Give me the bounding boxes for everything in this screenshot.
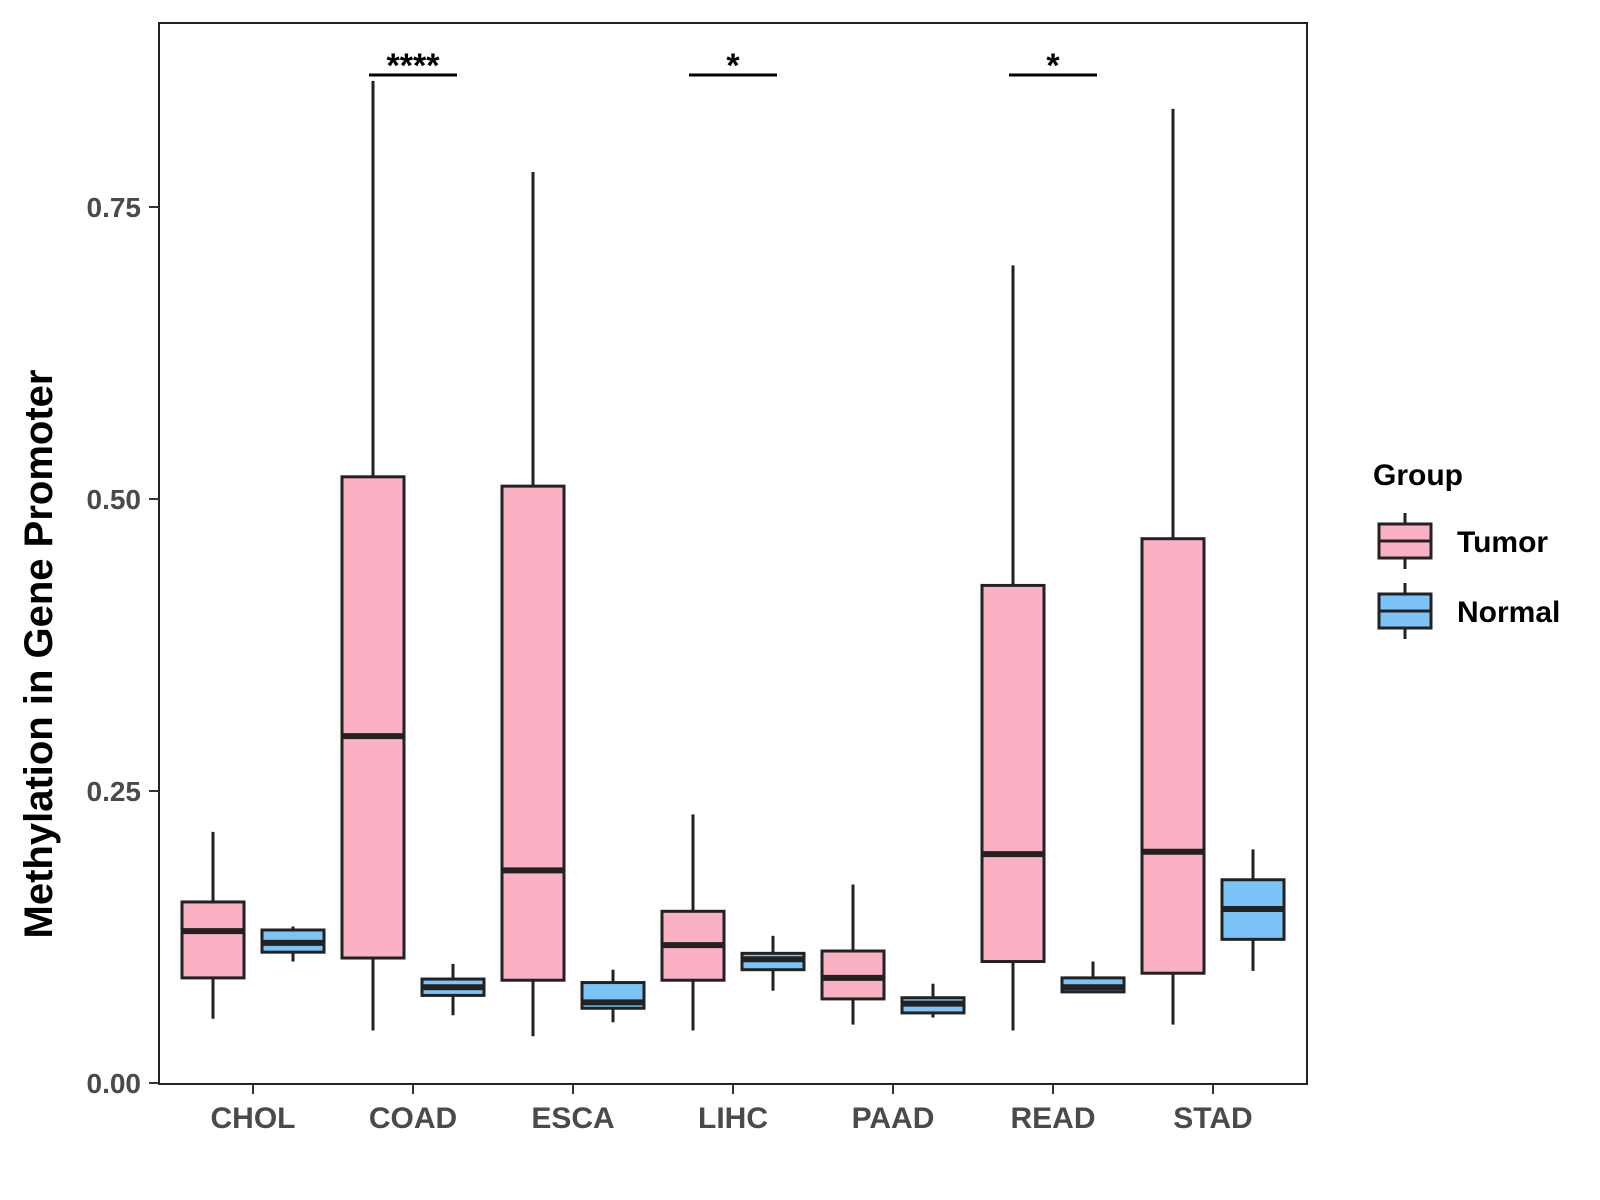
box-tumor-lihc [660, 814, 726, 1031]
y-tick-label: 0.00 [87, 1068, 142, 1099]
significance-label: **** [387, 47, 441, 85]
legend: Group Tumor Normal [1373, 459, 1560, 639]
x-tick-label: READ [1010, 1102, 1095, 1135]
y-axis: 0.00 0.25 0.50 0.75 [87, 192, 159, 1099]
box-tumor-chol [180, 831, 246, 1019]
legend-entry-normal: Normal [1377, 583, 1560, 639]
significance-label: * [1046, 47, 1060, 85]
box-body [180, 900, 246, 980]
box-body [980, 583, 1046, 964]
plot-area: **** * * [180, 47, 1286, 1037]
x-tick-label: ESCA [531, 1102, 614, 1135]
box-normal-stad [1220, 849, 1286, 971]
legend-label: Tumor [1457, 526, 1548, 559]
box-tumor-stad [1140, 108, 1206, 1025]
box-tumor-coad [340, 80, 406, 1031]
y-tick-label: 0.50 [87, 484, 142, 515]
legend-entry-tumor: Tumor [1377, 513, 1548, 569]
x-axis: CHOL COAD ESCA LIHC PAAD READ STAD [211, 1084, 1253, 1135]
box-normal-read [1060, 961, 1126, 994]
box-normal-coad [420, 963, 486, 1016]
x-tick-label: LIHC [698, 1102, 768, 1135]
box-body [340, 475, 406, 960]
box-normal-esca [580, 969, 646, 1023]
box-tumor-read [980, 265, 1046, 1031]
legend-title: Group [1373, 459, 1463, 492]
box-tumor-paad [820, 884, 886, 1025]
y-axis-title: Methylation in Gene Promoter [17, 370, 61, 939]
box-body [1140, 537, 1206, 975]
y-tick-label: 0.25 [87, 776, 142, 807]
box-normal-chol [260, 926, 326, 962]
x-tick-label: STAD [1173, 1102, 1252, 1135]
x-tick-label: PAAD [852, 1102, 935, 1135]
x-tick-label: CHOL [211, 1102, 296, 1135]
box-normal-lihc [740, 935, 806, 991]
x-tick-label: COAD [369, 1102, 457, 1135]
legend-label: Normal [1457, 596, 1560, 629]
significance-label: * [726, 47, 740, 85]
box-tumor-esca [500, 171, 566, 1037]
box-body [500, 484, 566, 982]
box-normal-paad [900, 983, 966, 1018]
y-tick-label: 0.75 [87, 192, 142, 223]
